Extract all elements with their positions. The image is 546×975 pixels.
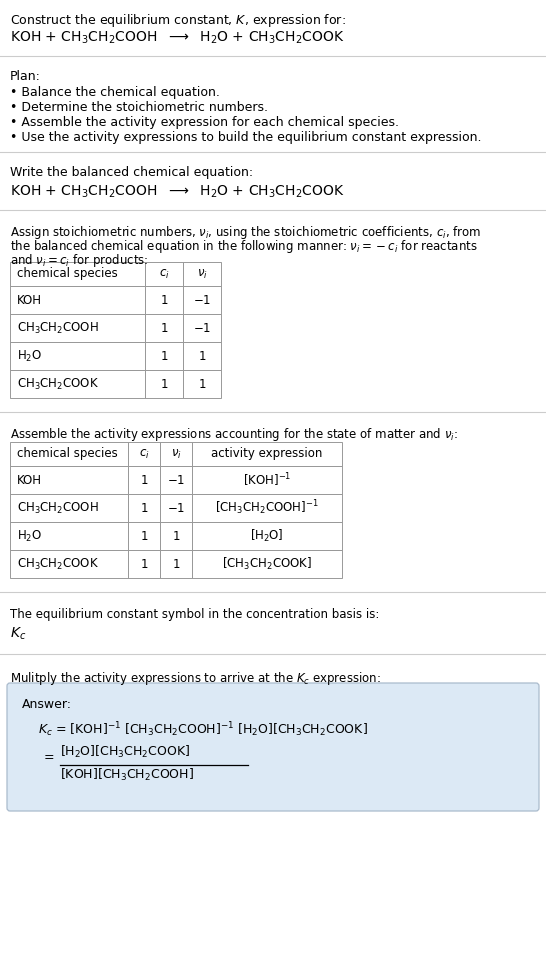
Bar: [10, 494, 128, 522]
Bar: [183, 286, 221, 314]
Text: CH$_3$CH$_2$COOK: CH$_3$CH$_2$COOK: [17, 557, 99, 571]
Text: $c_i$: $c_i$: [159, 267, 169, 281]
Bar: [10, 550, 128, 578]
Text: CH$_3$CH$_2$COOH: CH$_3$CH$_2$COOH: [17, 500, 99, 516]
Bar: [128, 522, 160, 550]
Text: 1: 1: [172, 529, 180, 542]
Bar: [145, 370, 183, 398]
Text: the balanced chemical equation in the following manner: $\nu_i = -c_i$ for react: the balanced chemical equation in the fo…: [10, 238, 478, 255]
Text: $-1$: $-1$: [167, 474, 185, 487]
Bar: [145, 286, 183, 314]
Text: and $\nu_i = c_i$ for products:: and $\nu_i = c_i$ for products:: [10, 252, 149, 269]
Text: Plan:: Plan:: [10, 70, 41, 83]
Bar: [10, 466, 128, 494]
Bar: [128, 466, 160, 494]
Text: CH$_3$CH$_2$COOK: CH$_3$CH$_2$COOK: [17, 376, 99, 392]
Bar: [183, 370, 221, 398]
Bar: [10, 262, 145, 286]
Text: 1: 1: [140, 529, 148, 542]
Bar: [183, 262, 221, 286]
Bar: [192, 442, 342, 466]
Text: The equilibrium constant symbol in the concentration basis is:: The equilibrium constant symbol in the c…: [10, 608, 379, 621]
Text: [CH$_3$CH$_2$COOH]$^{-1}$: [CH$_3$CH$_2$COOH]$^{-1}$: [215, 498, 319, 518]
Bar: [128, 442, 160, 466]
Bar: [160, 442, 192, 466]
Text: 1: 1: [172, 558, 180, 570]
Text: Answer:: Answer:: [22, 698, 72, 711]
Text: H$_2$O: H$_2$O: [17, 348, 42, 364]
Text: KOH + CH$_3$CH$_2$COOH  $\longrightarrow$  H$_2$O + CH$_3$CH$_2$COOK: KOH + CH$_3$CH$_2$COOH $\longrightarrow$…: [10, 184, 345, 201]
Text: Write the balanced chemical equation:: Write the balanced chemical equation:: [10, 166, 253, 179]
Text: 1: 1: [160, 293, 168, 306]
Bar: [10, 370, 145, 398]
Text: Assign stoichiometric numbers, $\nu_i$, using the stoichiometric coefficients, $: Assign stoichiometric numbers, $\nu_i$, …: [10, 224, 481, 241]
Text: $c_i$: $c_i$: [139, 448, 150, 460]
Text: 1: 1: [140, 501, 148, 515]
Bar: [192, 550, 342, 578]
Text: chemical species: chemical species: [17, 267, 118, 281]
Bar: [160, 494, 192, 522]
Text: 1: 1: [140, 558, 148, 570]
Text: • Use the activity expressions to build the equilibrium constant expression.: • Use the activity expressions to build …: [10, 131, 482, 144]
Text: KOH: KOH: [17, 474, 42, 487]
Text: [KOH]$^{-1}$: [KOH]$^{-1}$: [243, 471, 291, 488]
Text: chemical species: chemical species: [17, 448, 118, 460]
Text: 1: 1: [140, 474, 148, 487]
Text: Assemble the activity expressions accounting for the state of matter and $\nu_i$: Assemble the activity expressions accoun…: [10, 426, 458, 443]
Text: Construct the equilibrium constant, $K$, expression for:: Construct the equilibrium constant, $K$,…: [10, 12, 346, 29]
Bar: [183, 342, 221, 370]
Bar: [10, 314, 145, 342]
Bar: [160, 466, 192, 494]
Bar: [160, 522, 192, 550]
Text: 1: 1: [198, 377, 206, 391]
Text: KOH: KOH: [17, 293, 42, 306]
Text: $K_c$ = [KOH]$^{-1}$ [CH$_3$CH$_2$COOH]$^{-1}$ [H$_2$O][CH$_3$CH$_2$COOK]: $K_c$ = [KOH]$^{-1}$ [CH$_3$CH$_2$COOH]$…: [38, 720, 368, 739]
Bar: [10, 342, 145, 370]
Bar: [10, 286, 145, 314]
Text: =: =: [44, 751, 55, 764]
Bar: [10, 522, 128, 550]
Text: • Determine the stoichiometric numbers.: • Determine the stoichiometric numbers.: [10, 101, 268, 114]
Text: activity expression: activity expression: [211, 448, 323, 460]
Bar: [128, 494, 160, 522]
FancyBboxPatch shape: [7, 683, 539, 811]
Text: $\nu_i$: $\nu_i$: [197, 267, 207, 281]
Text: 1: 1: [160, 349, 168, 363]
Text: 1: 1: [160, 377, 168, 391]
Text: [KOH][CH$_3$CH$_2$COOH]: [KOH][CH$_3$CH$_2$COOH]: [60, 767, 194, 783]
Bar: [10, 442, 128, 466]
Text: 1: 1: [198, 349, 206, 363]
Text: • Balance the chemical equation.: • Balance the chemical equation.: [10, 86, 220, 99]
Bar: [160, 550, 192, 578]
Text: $-1$: $-1$: [193, 293, 211, 306]
Text: [H$_2$O]: [H$_2$O]: [250, 527, 284, 544]
Text: $K_c$: $K_c$: [10, 626, 26, 643]
Text: [CH$_3$CH$_2$COOK]: [CH$_3$CH$_2$COOK]: [222, 556, 312, 572]
Bar: [192, 522, 342, 550]
Text: KOH + CH$_3$CH$_2$COOH  $\longrightarrow$  H$_2$O + CH$_3$CH$_2$COOK: KOH + CH$_3$CH$_2$COOH $\longrightarrow$…: [10, 30, 345, 47]
Text: • Assemble the activity expression for each chemical species.: • Assemble the activity expression for e…: [10, 116, 399, 129]
Bar: [128, 550, 160, 578]
Bar: [192, 494, 342, 522]
Bar: [192, 466, 342, 494]
Bar: [183, 314, 221, 342]
Text: Mulitply the activity expressions to arrive at the $K_c$ expression:: Mulitply the activity expressions to arr…: [10, 670, 381, 687]
Bar: [145, 262, 183, 286]
Text: $-1$: $-1$: [193, 322, 211, 334]
Text: 1: 1: [160, 322, 168, 334]
Bar: [145, 342, 183, 370]
Bar: [145, 314, 183, 342]
Text: CH$_3$CH$_2$COOH: CH$_3$CH$_2$COOH: [17, 321, 99, 335]
Text: $-1$: $-1$: [167, 501, 185, 515]
Text: [H$_2$O][CH$_3$CH$_2$COOK]: [H$_2$O][CH$_3$CH$_2$COOK]: [60, 744, 191, 760]
Text: $\nu_i$: $\nu_i$: [170, 448, 181, 460]
Text: H$_2$O: H$_2$O: [17, 528, 42, 543]
